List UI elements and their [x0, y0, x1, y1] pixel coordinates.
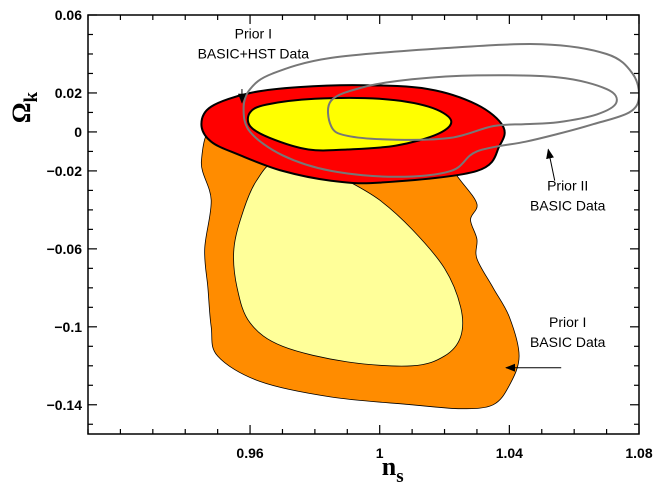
x-tick-label: 1 — [376, 445, 384, 461]
x-tick-label: 1.08 — [625, 445, 652, 461]
y-axis-label-sub: k — [21, 91, 42, 102]
annotation-line: BASIC Data — [530, 197, 606, 213]
y-tick-label: −0.02 — [47, 163, 83, 179]
annotation-line: BASIC Data — [530, 334, 606, 350]
annotation-line: Prior I — [549, 314, 586, 330]
y-tick-label: 0.06 — [55, 7, 82, 23]
annotation-line: Prior II — [547, 177, 588, 193]
x-tick-label: 0.96 — [236, 445, 263, 461]
contour-layer — [200, 43, 639, 410]
annotation-prior2: Prior II BASIC Data — [530, 148, 606, 213]
tick-labels: 0.96 1 1.04 1.08 0.06 0.02 0 −0.02 −0.06 −0.1 −0.1… — [47, 7, 653, 461]
y-axis-label-main: Ω — [7, 102, 36, 123]
prior1-basic-hst-inner-contour — [246, 96, 453, 152]
x-axis-label: ns — [382, 452, 404, 487]
plot-frame — [87, 14, 640, 435]
y-tick-label: −0.14 — [47, 397, 83, 413]
y-axis-label: Ωk — [7, 91, 42, 123]
x-tick-label: 1.04 — [496, 445, 523, 461]
annotation-arrow — [546, 148, 556, 181]
x-axis-label-sub: s — [396, 466, 403, 487]
axis-ticks — [87, 14, 640, 434]
x-axis-label-main: n — [382, 452, 397, 481]
annotation-line: Prior I — [235, 25, 272, 41]
annotation-line: BASIC+HST Data — [198, 45, 310, 61]
annotation-prior1-hst: Prior I BASIC+HST Data — [198, 25, 310, 104]
prior1-basic-inner-contour — [233, 159, 464, 367]
prior2-basic-inner-contour — [327, 74, 618, 141]
annotation-prior1-basic: Prior I BASIC Data — [505, 314, 606, 372]
y-tick-label: −0.06 — [47, 241, 83, 257]
y-tick-label: −0.1 — [54, 319, 82, 335]
y-tick-label: 0 — [74, 124, 82, 140]
prior2-basic-outer-contour — [242, 43, 639, 178]
y-tick-label: 0.02 — [55, 85, 82, 101]
